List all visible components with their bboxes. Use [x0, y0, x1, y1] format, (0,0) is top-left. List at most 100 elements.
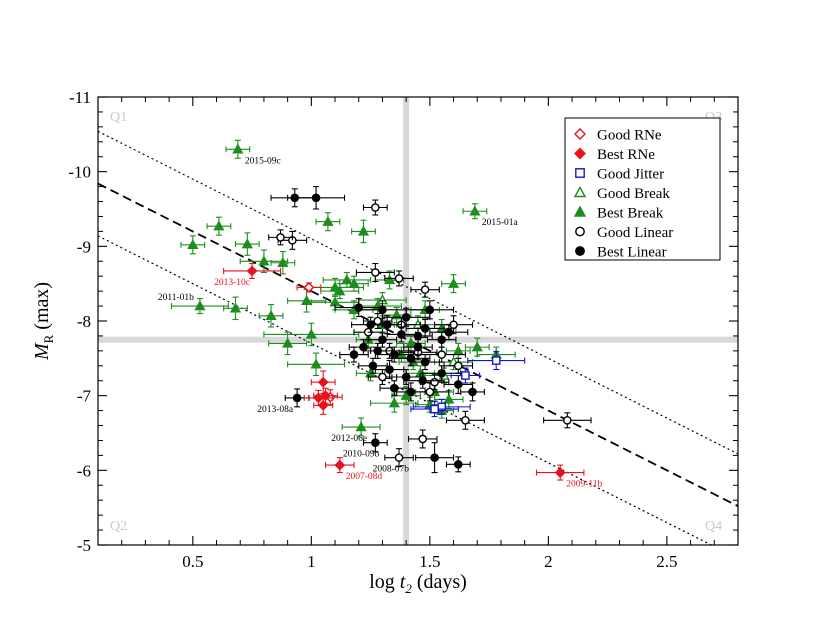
best-linear-point	[358, 357, 388, 374]
best-break-point	[234, 232, 260, 256]
best-linear-marker	[311, 193, 321, 203]
best-rne-marker	[554, 467, 566, 478]
best-break-point	[180, 235, 206, 255]
annotation-label: 2010-09b	[343, 450, 380, 460]
y-tick-label: -10	[68, 163, 91, 182]
good-rne-marker	[303, 282, 315, 293]
best-break-marker	[310, 358, 322, 369]
best-linear-marker	[406, 387, 416, 397]
best-linear-marker	[425, 305, 435, 315]
best-break-point	[315, 212, 341, 232]
legend-label: Best Linear	[597, 245, 667, 261]
best-linear-marker	[413, 331, 423, 341]
x-tick-label: 2.5	[656, 552, 677, 571]
legend-marker	[575, 168, 585, 178]
best-linear-point	[403, 339, 433, 356]
x-tick-label: 1.5	[419, 552, 440, 571]
best-linear-marker	[389, 383, 399, 393]
best-rne-point	[313, 387, 338, 404]
good-jitter-point	[412, 398, 471, 415]
best-rne-marker	[320, 390, 331, 402]
y-tick-label: -7	[77, 387, 92, 406]
annotation-label: 2008-07b	[373, 465, 410, 475]
best-rne-point	[325, 457, 355, 474]
best-break-point	[268, 331, 308, 356]
best-break-point	[287, 352, 346, 377]
best-linear-marker	[444, 327, 454, 337]
x-tick-label: 1	[307, 552, 316, 571]
best-linear-marker	[349, 350, 359, 359]
best-linear-point	[396, 382, 426, 402]
best-break-point	[441, 274, 466, 294]
best-linear-point	[362, 433, 388, 453]
best-linear-marker	[418, 376, 428, 386]
good-jitter-point	[410, 401, 459, 418]
y-tick-label: -6	[77, 461, 91, 480]
best-linear-marker	[382, 320, 392, 330]
good-linear-marker	[418, 434, 428, 444]
best-break-marker	[213, 220, 225, 231]
best-linear-marker	[420, 324, 430, 333]
legend-marker	[573, 186, 587, 198]
good-jitter-point	[467, 351, 526, 371]
y-tick-label: -9	[77, 237, 91, 256]
legend-label: Good Jitter	[597, 167, 664, 183]
best-linear-marker	[413, 342, 423, 352]
best-linear-point	[391, 368, 421, 386]
best-linear-marker	[468, 387, 477, 397]
good-jitter-marker	[430, 404, 439, 414]
y-tick-label: -5	[77, 536, 91, 555]
best-break-point	[225, 139, 251, 159]
best-break-point	[206, 216, 232, 236]
best-break-marker	[265, 309, 277, 320]
best-linear-marker	[401, 312, 411, 322]
best-break-marker	[471, 341, 483, 352]
good-linear-marker	[461, 416, 470, 425]
good-linear-marker	[453, 361, 463, 371]
best-linear-marker	[397, 330, 406, 339]
good-linear-point	[407, 429, 438, 449]
legend-marker	[574, 147, 586, 160]
annotation-label: 2007-08d	[346, 472, 383, 482]
best-break-point	[270, 251, 296, 275]
best-break-marker	[348, 277, 360, 288]
good-linear-point	[384, 270, 414, 287]
best-linear-point	[367, 331, 398, 348]
best-break-marker	[232, 143, 244, 154]
quadrant-label-q1: Q1	[110, 110, 127, 125]
legend-marker	[575, 226, 585, 237]
best-linear-point	[410, 354, 440, 371]
best-break-point	[445, 342, 471, 359]
annotation-label: 2013-08a	[257, 405, 294, 415]
good-linear-point	[362, 312, 393, 330]
best-break-marker	[229, 302, 242, 313]
good-linear-marker	[394, 453, 404, 462]
good-linear-point	[543, 412, 592, 429]
best-rne-marker	[246, 265, 258, 277]
best-break-marker	[305, 328, 317, 339]
best-rne-point	[535, 464, 585, 481]
legend-marker	[575, 246, 585, 256]
best-break-marker	[383, 274, 396, 285]
y-tick-label: -11	[69, 88, 91, 107]
good-linear-marker	[371, 203, 380, 212]
best-break-point	[170, 298, 229, 315]
x-tick-label: 0.5	[182, 552, 203, 571]
best-linear-point	[287, 186, 346, 210]
best-linear-point	[339, 346, 369, 363]
best-linear-marker	[420, 357, 430, 367]
legend-marker	[573, 205, 587, 217]
annotation-label: 2013-10c	[214, 278, 250, 288]
best-linear-marker	[378, 305, 387, 315]
best-break-marker	[241, 238, 253, 249]
best-break-marker	[187, 238, 199, 250]
legend-label: Best RNe	[597, 147, 655, 163]
legend-label: Best Break	[597, 206, 664, 222]
good-linear-marker	[430, 377, 439, 387]
best-break-marker	[357, 225, 370, 236]
good-rne-point	[296, 282, 322, 293]
good-linear-marker	[276, 233, 285, 242]
good-linear-marker	[378, 372, 387, 382]
quadrant-label-q4: Q4	[705, 519, 722, 534]
good-linear-marker	[420, 285, 430, 294]
